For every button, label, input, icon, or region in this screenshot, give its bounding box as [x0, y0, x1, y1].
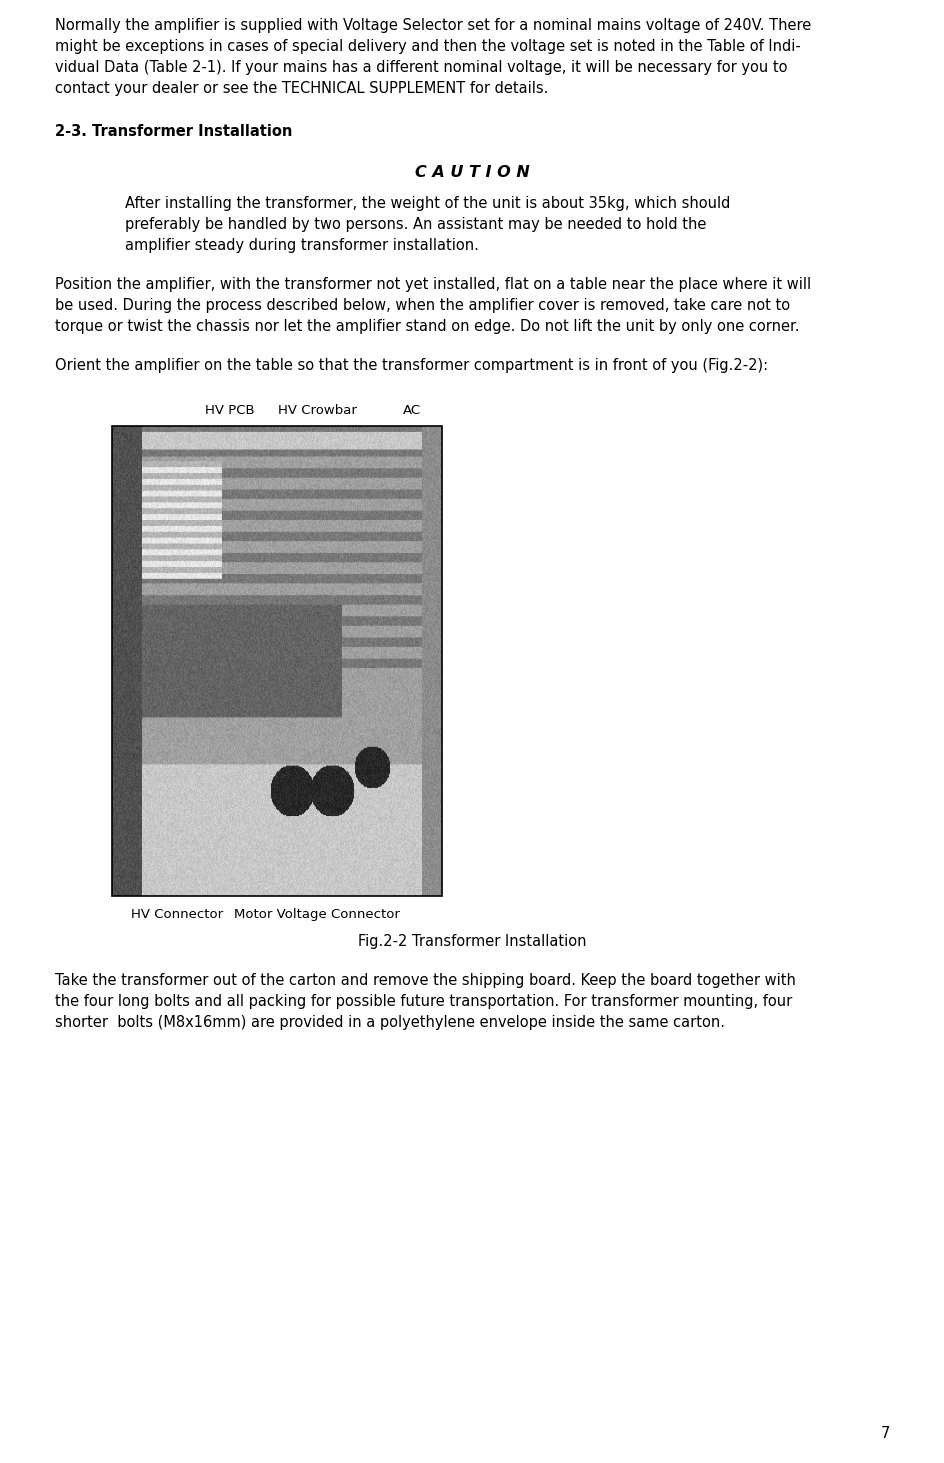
Text: amplifier steady during transformer installation.: amplifier steady during transformer inst… — [125, 238, 479, 253]
Bar — [112, 426, 442, 895]
Text: 2-3. Transformer Installation: 2-3. Transformer Installation — [55, 124, 292, 139]
Text: preferably be handled by two persons. An assistant may be needed to hold the: preferably be handled by two persons. An… — [125, 217, 705, 233]
Text: contact your dealer or see the TECHNICAL SUPPLEMENT for details.: contact your dealer or see the TECHNICAL… — [55, 80, 548, 97]
Text: Take the transformer out of the carton and remove the shipping board. Keep the b: Take the transformer out of the carton a… — [55, 973, 795, 988]
Text: might be exceptions in cases of special delivery and then the voltage set is not: might be exceptions in cases of special … — [55, 40, 800, 54]
Text: HV PCB: HV PCB — [205, 404, 255, 417]
Text: be used. During the process described below, when the amplifier cover is removed: be used. During the process described be… — [55, 298, 789, 313]
Text: the four long bolts and all packing for possible future transportation. For tran: the four long bolts and all packing for … — [55, 993, 791, 1009]
Text: 7: 7 — [880, 1426, 889, 1441]
Text: HV Connector: HV Connector — [131, 909, 223, 922]
Text: After installing the transformer, the weight of the unit is about 35kg, which sh: After installing the transformer, the we… — [125, 196, 730, 211]
Text: Motor Voltage Connector: Motor Voltage Connector — [234, 909, 399, 922]
Text: torque or twist the chassis nor let the amplifier stand on edge. Do not lift the: torque or twist the chassis nor let the … — [55, 319, 799, 334]
Bar — [221, 872, 289, 885]
Text: C A U T I O N: C A U T I O N — [414, 165, 530, 180]
Text: Orient the amplifier on the table so that the transformer compartment is in fron: Orient the amplifier on the table so tha… — [55, 358, 767, 373]
Text: HV Crowbar: HV Crowbar — [278, 404, 356, 417]
Text: Position the amplifier, with the transformer not yet installed, flat on a table : Position the amplifier, with the transfo… — [55, 277, 810, 293]
Text: shorter  bolts (M8x16mm) are provided in a polyethylene envelope inside the same: shorter bolts (M8x16mm) are provided in … — [55, 1015, 724, 1030]
Text: Fig.2-2 Transformer Installation: Fig.2-2 Transformer Installation — [358, 933, 586, 949]
Text: Normally the amplifier is supplied with Voltage Selector set for a nominal mains: Normally the amplifier is supplied with … — [55, 18, 810, 34]
Bar — [306, 872, 421, 885]
Text: vidual Data (Table 2-1). If your mains has a different nominal voltage, it will : vidual Data (Table 2-1). If your mains h… — [55, 60, 786, 75]
Text: AC: AC — [402, 404, 421, 417]
